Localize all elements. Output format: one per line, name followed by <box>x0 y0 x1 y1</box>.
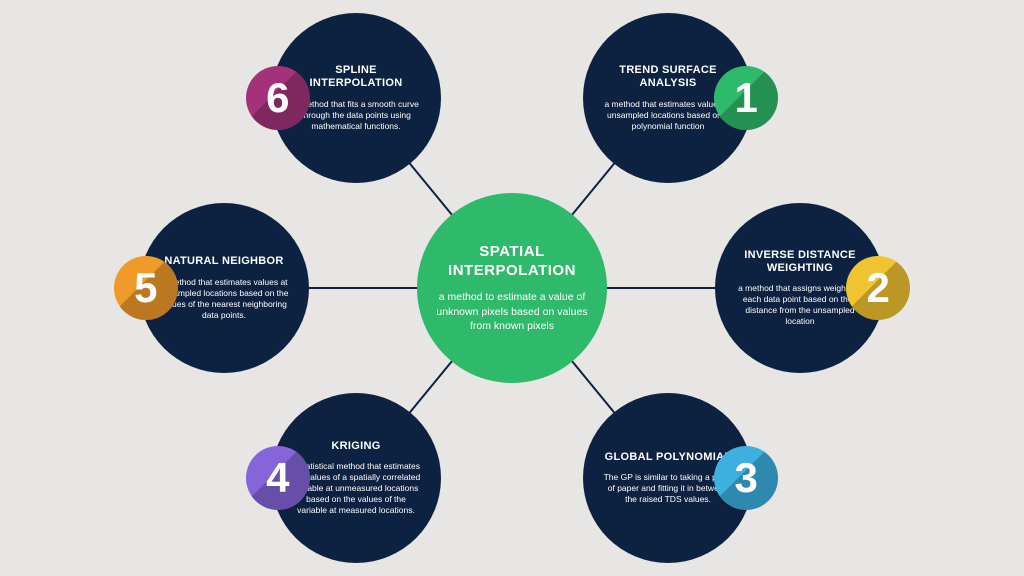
number-badge-1: 1 <box>714 66 778 130</box>
badge-number: 1 <box>735 77 758 119</box>
method-desc: a statistical method that estimates the … <box>291 461 421 516</box>
badge-number: 6 <box>266 77 289 119</box>
number-badge-3: 3 <box>714 446 778 510</box>
method-title: NATURAL NEIGHBOR <box>164 255 283 268</box>
method-title: TREND SURFACE ANALYSIS <box>603 64 733 90</box>
number-badge-4: 4 <box>246 446 310 510</box>
badge-number: 3 <box>735 457 758 499</box>
center-title: SPATIAL INTERPOLATION <box>435 243 589 281</box>
number-badge-5: 5 <box>114 256 178 320</box>
badge-number: 4 <box>266 457 289 499</box>
method-desc: a method that estimates values at unsamp… <box>159 277 289 321</box>
number-badge-6: 6 <box>246 66 310 130</box>
method-title: INVERSE DISTANCE WEIGHTING <box>735 249 865 275</box>
method-title: GLOBAL POLYNOMIAL <box>605 451 732 464</box>
badge-number: 5 <box>134 267 157 309</box>
method-title: KRIGING <box>331 440 380 453</box>
method-desc: a method that fits a smooth curve throug… <box>291 99 421 132</box>
infographic-canvas: SPATIAL INTERPOLATION a method to estimat… <box>0 0 1024 576</box>
method-title: SPLINE INTERPOLATION <box>291 64 421 90</box>
number-badge-2: 2 <box>846 256 910 320</box>
badge-number: 2 <box>867 267 890 309</box>
center-desc: a method to estimate a value of unknown … <box>435 290 589 333</box>
center-node: SPATIAL INTERPOLATION a method to estimat… <box>417 193 607 383</box>
